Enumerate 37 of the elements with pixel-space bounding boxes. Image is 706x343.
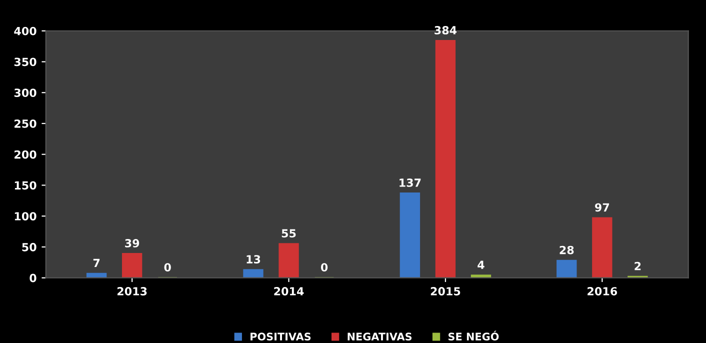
x-tick-label: 2014: [274, 287, 304, 296]
y-tick-label: 300: [14, 88, 36, 97]
data-label: 137: [400, 178, 421, 187]
bar: [243, 269, 264, 278]
data-label: 4: [478, 260, 484, 269]
x-tick-label: 2016: [588, 287, 618, 296]
y-tick-label: 0: [30, 274, 36, 282]
legend-label: POSITIVAS: [250, 332, 311, 341]
data-label: 55: [282, 229, 296, 238]
bar: [122, 253, 142, 278]
data-label: 28: [560, 246, 574, 254]
x-tick-label: 2013: [117, 287, 147, 296]
y-tick-label: 100: [14, 212, 36, 220]
bar: [278, 243, 299, 278]
data-label: 2: [634, 262, 641, 270]
bar: [470, 274, 492, 278]
data-label: 13: [246, 255, 260, 264]
data-label: 7: [93, 258, 100, 268]
y-tick-label: 250: [14, 119, 36, 128]
data-label: 39: [125, 239, 140, 248]
legend-label: SE NEGÓ: [448, 330, 499, 341]
y-tick-label: 400: [14, 26, 36, 36]
y-tick-label: 350: [14, 58, 36, 66]
y-tick-label: 150: [14, 181, 36, 190]
y-tick-label: 200: [14, 150, 36, 159]
data-label: 384: [434, 26, 457, 34]
data-label: 0: [164, 263, 171, 272]
legend-label: NEGATIVAS: [348, 332, 412, 341]
bar: [556, 260, 577, 278]
bar: [400, 192, 420, 278]
x-tick-label: 2015: [430, 287, 460, 296]
data-label: 97: [595, 203, 610, 212]
y-tick-label: 50: [22, 242, 36, 252]
bar: [435, 40, 456, 278]
bar: [592, 217, 612, 278]
bar: [86, 272, 107, 278]
data-label: 0: [320, 263, 328, 272]
